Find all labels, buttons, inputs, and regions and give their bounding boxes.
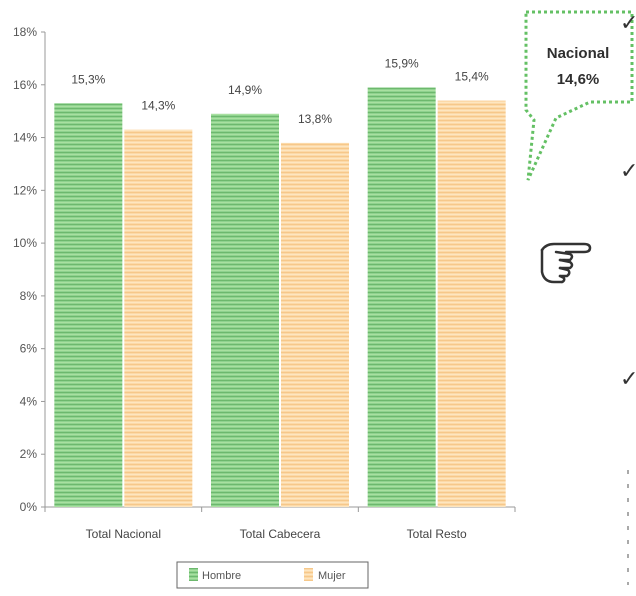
y-tick-label: 0% xyxy=(20,500,38,514)
bar-mujer xyxy=(281,142,349,508)
legend-swatch-hombre xyxy=(189,568,198,581)
legend: Hombre Mujer xyxy=(176,561,369,589)
category-label: Total Cabecera xyxy=(240,527,321,541)
bar-hombre xyxy=(211,113,279,508)
axes-layer: 0% 2% 4% 6% 8% 10% 12% 14% 16% 18% xyxy=(13,25,516,514)
data-label-hombre: 15,9% xyxy=(385,56,419,70)
callout-bubble: Nacional 14,6% xyxy=(524,10,634,181)
y-tick-label: 10% xyxy=(13,236,37,250)
legend-label-mujer: Mujer xyxy=(318,570,346,582)
y-tick-label: 12% xyxy=(13,183,37,197)
data-label-mujer: 14,3% xyxy=(141,99,175,113)
legend-label-hombre: Hombre xyxy=(202,570,241,582)
y-tick-label: 18% xyxy=(13,25,37,39)
bar-mujer xyxy=(124,129,193,507)
callout-border xyxy=(524,10,634,181)
data-label-mujer: 15,4% xyxy=(455,70,489,84)
legend-swatch-mujer xyxy=(304,568,313,581)
bar-hombre xyxy=(367,87,436,508)
data-label-mujer: 13,8% xyxy=(298,112,332,126)
y-tick-label: 8% xyxy=(20,289,38,303)
check-mark-3: ✓ xyxy=(620,366,636,391)
callout-label: Nacional xyxy=(547,45,610,62)
y-tick-label: 14% xyxy=(13,131,37,145)
category-label: Total Resto xyxy=(407,527,467,541)
check-mark-1: ✓ xyxy=(620,10,636,35)
data-label-hombre: 14,9% xyxy=(228,83,262,97)
bar-mujer xyxy=(437,100,506,507)
y-tick-label: 4% xyxy=(20,394,38,408)
bars-layer xyxy=(54,87,506,508)
bar-hombre xyxy=(54,103,123,507)
y-tick-label: 16% xyxy=(13,78,37,92)
legend-box xyxy=(176,561,369,589)
category-label: Total Nacional xyxy=(86,527,161,541)
y-tick-label: 6% xyxy=(20,342,38,356)
data-label-hombre: 15,3% xyxy=(71,72,105,86)
callout-value: 14,6% xyxy=(557,71,600,88)
pointing-hand-icon xyxy=(540,242,592,284)
y-tick-label: 2% xyxy=(20,447,38,461)
check-mark-2: ✓ xyxy=(620,158,636,183)
labels-layer: 15,3% 14,3% Total Nacional 14,9% 13,8% Total … xyxy=(71,56,489,541)
